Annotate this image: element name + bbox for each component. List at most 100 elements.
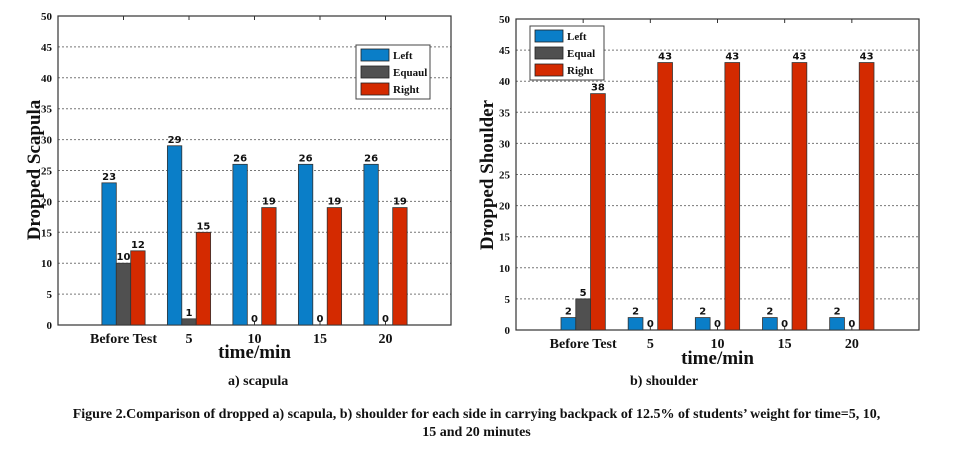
- y-tick-label: 45: [41, 42, 53, 54]
- data-label: 43: [792, 52, 806, 63]
- legend-label-right: Right: [393, 84, 420, 96]
- y-tick-label: 20: [499, 201, 511, 213]
- legend-swatch-equal: [534, 46, 564, 60]
- x-tick-label: Before Test: [90, 332, 157, 347]
- bar-right: [791, 62, 808, 331]
- subtitle-scapula: a) scapula: [228, 374, 289, 389]
- y-tick-label: 40: [41, 73, 53, 85]
- data-label: 12: [131, 240, 145, 251]
- y-axis-label: Dropped Shoulder: [477, 99, 498, 250]
- data-label: 26: [364, 153, 378, 164]
- data-label: 2: [834, 307, 841, 318]
- legend-swatch-equaul: [360, 65, 390, 79]
- bar-right: [724, 62, 741, 331]
- data-label: 26: [299, 153, 313, 164]
- data-label: 0: [251, 314, 258, 325]
- x-tick-label: 20: [845, 337, 859, 352]
- legend-label-left: Left: [567, 31, 587, 43]
- bar-left: [101, 182, 117, 326]
- y-tick-label: 10: [499, 263, 511, 275]
- bar-left: [762, 317, 778, 331]
- y-axis-label: Dropped Scapula: [24, 99, 45, 240]
- bar-left: [166, 145, 183, 326]
- data-label: 38: [591, 83, 605, 94]
- data-label: 5: [580, 288, 587, 299]
- bar-left: [363, 163, 379, 326]
- x-tick-label: 20: [379, 332, 393, 347]
- x-axis-label: time/min: [218, 342, 291, 363]
- data-label: 2: [565, 307, 572, 318]
- y-tick-label: 0: [47, 320, 53, 332]
- data-label: 26: [233, 153, 247, 164]
- bar-right: [590, 93, 606, 331]
- data-label: 15: [196, 221, 210, 232]
- legend-swatch-left: [534, 29, 564, 43]
- data-label: 1: [186, 308, 193, 319]
- data-label: 23: [102, 172, 116, 183]
- y-tick-label: 25: [41, 166, 53, 178]
- bar-right: [261, 207, 277, 326]
- bar-right: [195, 231, 212, 326]
- caption-line-2: 15 and 20 minutes: [422, 425, 531, 440]
- legend-swatch-right: [534, 63, 564, 77]
- x-tick-label: Before Test: [550, 337, 617, 352]
- data-label: 43: [658, 52, 672, 63]
- legend-swatch-right: [360, 82, 390, 96]
- subtitle-shoulder: b) shoulder: [630, 374, 699, 389]
- data-label: 19: [262, 197, 276, 208]
- data-label: 19: [327, 197, 341, 208]
- data-label: 19: [393, 197, 407, 208]
- legend: Left Equal Right: [529, 25, 605, 81]
- legend-swatch-left: [360, 48, 390, 62]
- legend-label-equaul: Equaul: [393, 67, 427, 79]
- bar-equaul: [115, 262, 132, 326]
- bar-left: [627, 317, 644, 331]
- data-label: 0: [848, 319, 855, 330]
- x-axis-label: time/min: [681, 348, 754, 369]
- data-label: 0: [317, 314, 324, 325]
- y-tick-label: 0: [505, 325, 511, 337]
- bar-right: [657, 62, 673, 331]
- y-tick-label: 35: [41, 104, 53, 116]
- bar-right: [392, 207, 408, 326]
- x-tick-label: 15: [313, 332, 327, 347]
- y-tick-label: 10: [41, 258, 53, 270]
- x-tick-label: 10: [248, 332, 262, 347]
- bar-equal: [575, 298, 591, 331]
- data-label: 2: [632, 307, 639, 318]
- y-tick-label: 15: [41, 227, 53, 239]
- data-label: 2: [766, 307, 773, 318]
- y-tick-label: 20: [41, 196, 53, 208]
- data-label: 10: [117, 252, 131, 263]
- y-tick-label: 30: [499, 138, 511, 150]
- y-tick-label: 15: [499, 232, 511, 244]
- data-label: 0: [382, 314, 389, 325]
- y-tick-label: 40: [499, 76, 511, 88]
- y-tick-label: 25: [499, 170, 511, 182]
- y-tick-label: 5: [47, 289, 53, 301]
- data-label: 0: [781, 319, 788, 330]
- bar-left: [829, 317, 845, 331]
- y-tick-label: 30: [41, 135, 53, 147]
- data-label: 29: [168, 135, 182, 146]
- bar-right: [858, 62, 875, 331]
- caption-line-1: Figure 2.Comparison of dropped a) scapul…: [72, 407, 881, 422]
- y-tick-label: 50: [41, 11, 53, 23]
- bar-equaul: [181, 318, 197, 326]
- y-tick-label: 35: [499, 107, 511, 119]
- y-tick-label: 45: [499, 45, 511, 57]
- x-tick-label: 5: [647, 337, 654, 352]
- data-label: 2: [699, 307, 706, 318]
- x-tick-label: 5: [186, 332, 193, 347]
- bar-right: [130, 250, 146, 326]
- figure-caption: Figure 2.Comparison of dropped a) scapul…: [0, 406, 953, 442]
- legend-label-equal: Equal: [567, 48, 595, 60]
- bar-left: [232, 163, 248, 326]
- legend: Left Equaul Right: [355, 44, 431, 100]
- data-label: 43: [860, 52, 874, 63]
- data-label: 43: [725, 52, 739, 63]
- y-tick-label: 5: [505, 294, 511, 306]
- legend-label-right: Right: [567, 65, 594, 77]
